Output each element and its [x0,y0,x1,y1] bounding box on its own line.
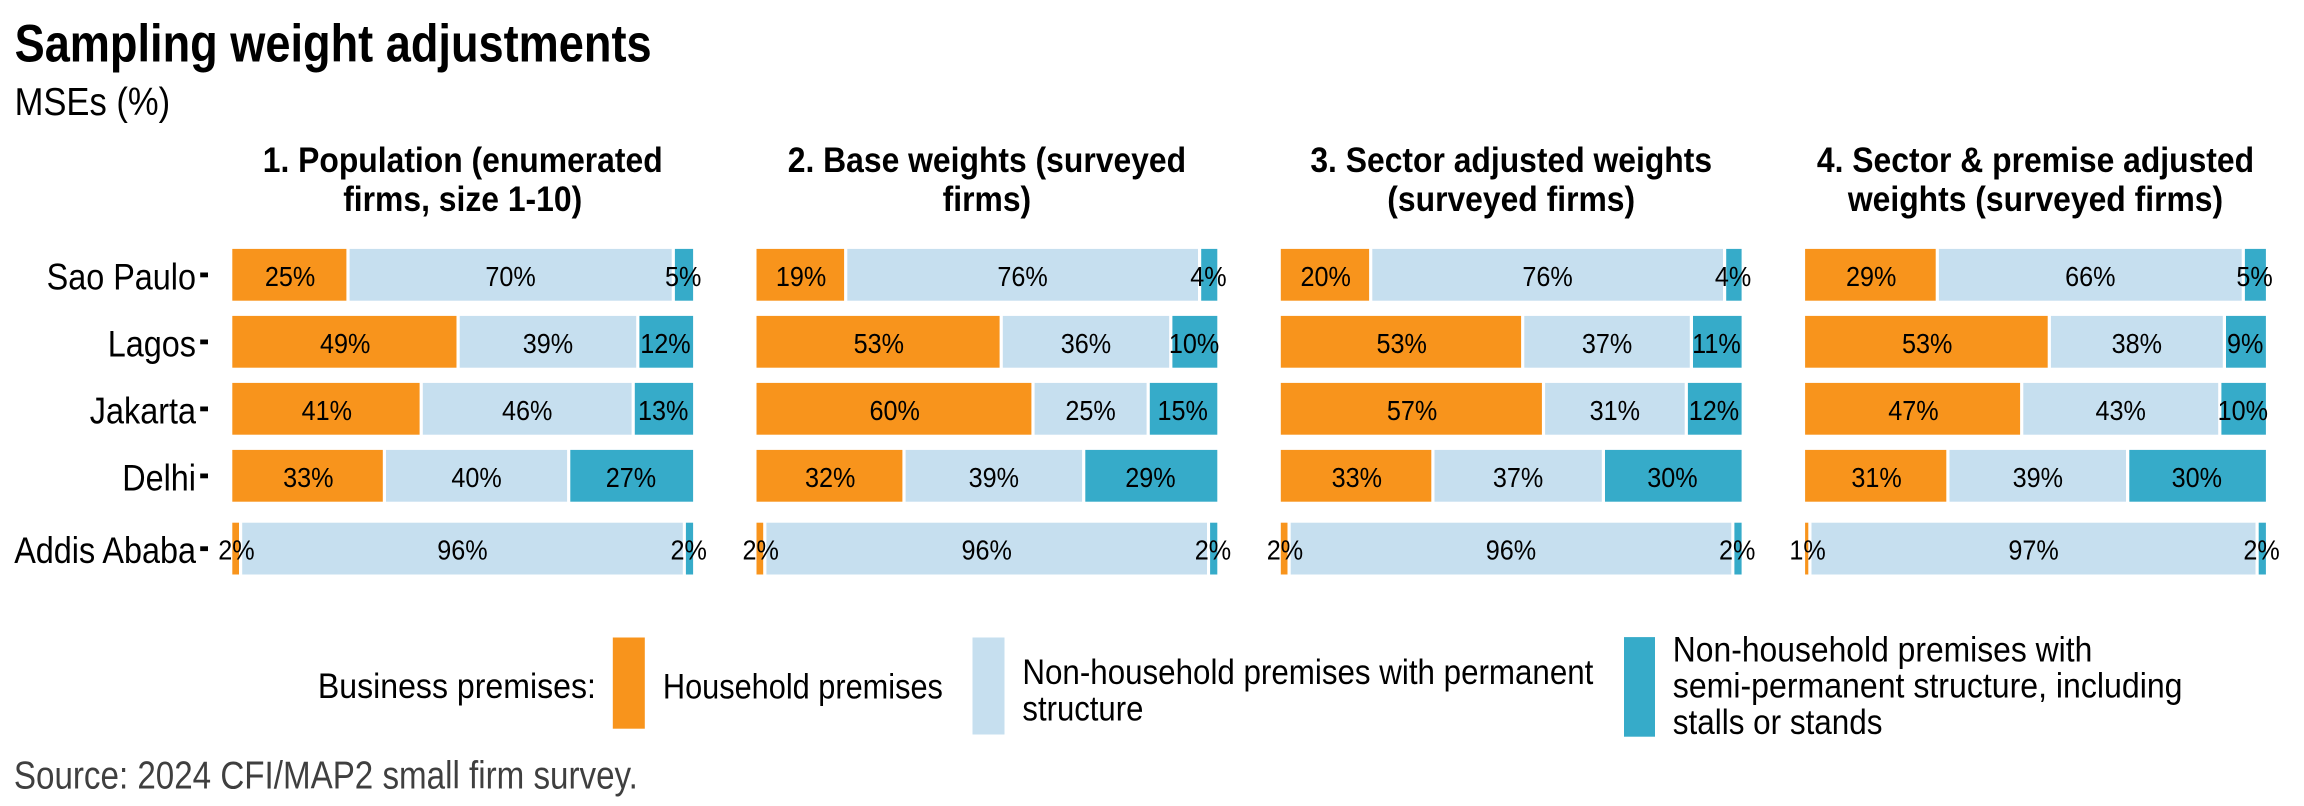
svg-text:27%: 27% [606,462,656,493]
svg-text:40%: 40% [451,462,501,493]
svg-text:4%: 4% [1190,261,1226,292]
svg-text:4. Sector & premise adjusted: 4. Sector & premise adjusted [1817,141,2254,180]
svg-text:38%: 38% [2112,328,2162,359]
svg-text:46%: 46% [502,395,552,426]
svg-text:2%: 2% [1195,535,1231,566]
svg-text:31%: 31% [1851,462,1901,493]
svg-text:4%: 4% [1715,261,1751,292]
svg-text:Source: 2024 CFI/MAP2 small fi: Source: 2024 CFI/MAP2 small firm survey. [14,755,638,798]
svg-text:9%: 9% [2227,328,2263,359]
svg-text:(surveyed firms): (surveyed firms) [1387,180,1635,219]
svg-text:2. Base weights (surveyed: 2. Base weights (surveyed [788,141,1186,180]
svg-text:13%: 13% [638,395,688,426]
svg-text:76%: 76% [997,261,1047,292]
svg-text:41%: 41% [302,395,352,426]
svg-text:25%: 25% [265,261,315,292]
svg-text:37%: 37% [1493,462,1543,493]
svg-text:5%: 5% [665,261,701,292]
svg-text:Business premises:: Business premises: [318,667,596,706]
svg-text:2%: 2% [1719,535,1755,566]
svg-text:96%: 96% [437,535,487,566]
svg-text:MSEs (%): MSEs (%) [15,81,171,124]
svg-text:Lagos: Lagos [108,323,196,364]
svg-text:firms): firms) [943,180,1032,219]
svg-text:33%: 33% [1332,462,1382,493]
svg-text:32%: 32% [805,462,855,493]
svg-text:2%: 2% [742,535,778,566]
svg-text:12%: 12% [640,328,690,359]
svg-text:Household premises: Household premises [663,668,943,707]
svg-text:66%: 66% [2065,261,2115,292]
svg-text:30%: 30% [1647,462,1697,493]
svg-text:15%: 15% [1158,395,1208,426]
svg-text:2%: 2% [1267,535,1303,566]
svg-text:47%: 47% [1888,395,1938,426]
svg-text:37%: 37% [1582,328,1632,359]
svg-text:1. Population (enumerated: 1. Population (enumerated [263,141,663,180]
svg-text:33%: 33% [283,462,333,493]
svg-text:5%: 5% [2236,261,2272,292]
svg-text:Addis Ababa: Addis Ababa [14,530,196,571]
svg-text:11%: 11% [1692,328,1741,359]
svg-text:76%: 76% [1522,261,1572,292]
svg-text:Jakarta: Jakarta [90,390,197,431]
svg-text:19%: 19% [776,261,826,292]
svg-text:Non-household premises with pe: Non-household premises with permanent [1022,653,1593,692]
svg-text:49%: 49% [320,328,370,359]
svg-text:10%: 10% [1169,328,1219,359]
svg-text:39%: 39% [523,328,573,359]
svg-text:2%: 2% [2243,535,2279,566]
svg-text:96%: 96% [961,535,1011,566]
svg-text:53%: 53% [1902,328,1952,359]
svg-text:96%: 96% [1486,535,1536,566]
svg-text:2%: 2% [671,535,707,566]
svg-text:29%: 29% [1846,261,1896,292]
svg-text:2%: 2% [218,535,254,566]
svg-text:structure: structure [1022,689,1143,728]
svg-text:12%: 12% [1689,395,1739,426]
svg-text:36%: 36% [1061,328,1111,359]
svg-text:3. Sector adjusted weights: 3. Sector adjusted weights [1310,141,1712,180]
svg-text:53%: 53% [854,328,904,359]
svg-text:Non-household premises with: Non-household premises with [1673,630,2093,669]
svg-text:97%: 97% [2008,535,2058,566]
svg-text:30%: 30% [2172,462,2222,493]
svg-text:stalls or stands: stalls or stands [1673,703,1883,742]
svg-text:70%: 70% [485,261,535,292]
svg-text:57%: 57% [1387,395,1437,426]
svg-text:60%: 60% [870,395,920,426]
svg-text:1%: 1% [1789,535,1825,566]
svg-text:Sampling weight adjustments: Sampling weight adjustments [15,15,652,74]
svg-text:weights (surveyed firms): weights (surveyed firms) [1847,180,2223,219]
svg-text:39%: 39% [2013,462,2063,493]
svg-text:29%: 29% [1125,462,1175,493]
svg-text:firms, size 1-10): firms, size 1-10) [343,180,582,219]
svg-text:31%: 31% [1590,395,1640,426]
svg-text:39%: 39% [969,462,1019,493]
svg-text:Sao Paulo: Sao Paulo [47,256,196,297]
svg-text:53%: 53% [1377,328,1427,359]
svg-text:Delhi: Delhi [122,457,196,498]
svg-text:25%: 25% [1065,395,1115,426]
svg-text:10%: 10% [2218,395,2268,426]
svg-text:20%: 20% [1301,261,1351,292]
svg-text:semi-permanent structure, incl: semi-permanent structure, including [1673,667,2183,706]
svg-text:43%: 43% [2096,395,2146,426]
